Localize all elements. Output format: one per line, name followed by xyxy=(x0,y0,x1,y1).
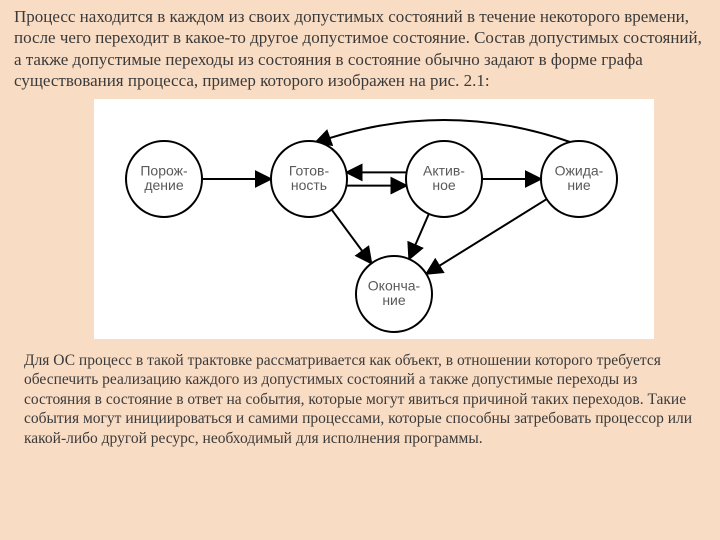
process-state-diagram: Порож-дение Готов-ность Актив-ное Ожида-ние… xyxy=(94,99,654,339)
svg-text:ное: ное xyxy=(432,177,456,193)
edge-wait-ready xyxy=(315,120,573,143)
intro-paragraph: Процесс находится в каждом из своих допу… xyxy=(14,6,706,91)
svg-text:ность: ность xyxy=(291,177,327,193)
svg-text:ние: ние xyxy=(382,292,406,308)
node-wait: Ожида-ние xyxy=(541,141,617,217)
node-end: Оконча-ние xyxy=(356,256,432,332)
svg-text:дение: дение xyxy=(144,177,184,193)
outro-paragraph: Для ОС процесс в такой трактовке рассмат… xyxy=(14,351,706,448)
node-ready: Готов-ность xyxy=(271,141,347,217)
node-active: Актив-ное xyxy=(406,141,482,217)
edge-active-end xyxy=(409,214,429,259)
svg-text:Ожида-: Ожида- xyxy=(555,162,604,178)
svg-text:Актив-: Актив- xyxy=(423,162,465,178)
edge-ready-end xyxy=(332,210,372,264)
node-spawn: Порож-дение xyxy=(126,141,202,217)
svg-text:Порож-: Порож- xyxy=(140,162,188,178)
svg-text:Оконча-: Оконча- xyxy=(368,277,421,293)
svg-text:Готов-: Готов- xyxy=(289,162,330,178)
svg-text:ние: ние xyxy=(567,177,591,193)
